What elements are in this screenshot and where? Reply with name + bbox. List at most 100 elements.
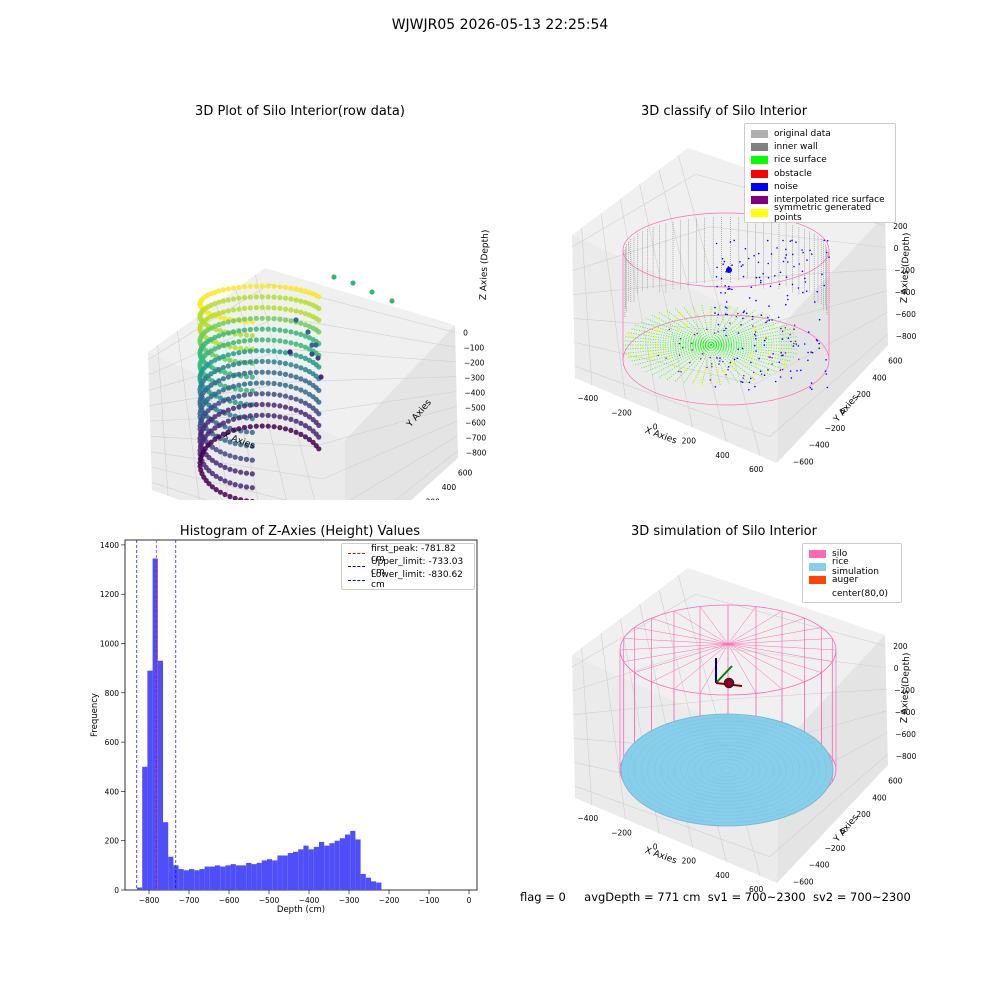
symmetric-point bbox=[723, 371, 725, 373]
interpolated-point bbox=[790, 341, 791, 342]
raw-data-point bbox=[216, 300, 221, 305]
raw-data-point bbox=[288, 406, 293, 411]
legend-swatch bbox=[809, 550, 826, 558]
noise-point bbox=[722, 258, 724, 260]
noise-point bbox=[725, 313, 727, 315]
noise-point bbox=[806, 259, 808, 261]
noise-point bbox=[812, 352, 814, 354]
raw-data-point bbox=[221, 343, 226, 348]
raw-data-point bbox=[288, 395, 293, 400]
symmetric-point bbox=[627, 354, 629, 356]
histogram-bar bbox=[303, 846, 308, 890]
noise-point bbox=[781, 355, 783, 357]
raw-data-point bbox=[254, 424, 259, 429]
raw-data-point bbox=[226, 319, 231, 324]
noise-point bbox=[764, 344, 766, 346]
symmetric-point bbox=[708, 322, 710, 324]
symmetric-point bbox=[664, 351, 666, 353]
symmetric-point bbox=[656, 344, 658, 346]
raw-data-point bbox=[216, 356, 221, 361]
raw-data-point bbox=[248, 338, 253, 343]
noise-point bbox=[785, 257, 787, 259]
raw-data-point bbox=[231, 362, 236, 367]
raw-data-point bbox=[272, 338, 277, 343]
legend-swatch bbox=[751, 196, 768, 204]
panel-2-title: 3D classify of Silo Interior bbox=[504, 104, 944, 119]
noise-point bbox=[725, 306, 727, 308]
symmetric-point bbox=[649, 355, 651, 357]
interpolated-point bbox=[798, 359, 799, 360]
raw-data-point bbox=[242, 392, 247, 397]
raw-data-point bbox=[272, 392, 277, 397]
noise-point bbox=[790, 370, 792, 372]
p1-ztick-label: −100 bbox=[464, 344, 485, 353]
raw-data-point bbox=[294, 386, 299, 391]
noise-point bbox=[775, 381, 777, 383]
raw-data-point bbox=[283, 350, 288, 355]
noise-point bbox=[718, 314, 720, 316]
raw-data-point bbox=[254, 327, 259, 332]
noise-point bbox=[827, 387, 829, 389]
p3-xtick-label: −100 bbox=[419, 896, 440, 905]
legend-label: symmetric generated points bbox=[774, 203, 889, 223]
symmetric-point bbox=[693, 379, 695, 381]
interpolated-point bbox=[770, 356, 771, 357]
raw-data-point bbox=[244, 457, 249, 462]
symmetric-point bbox=[695, 312, 697, 314]
noise-point bbox=[768, 305, 770, 307]
symmetric-point bbox=[690, 311, 692, 313]
interpolated-point bbox=[737, 313, 738, 314]
noise-point bbox=[767, 263, 769, 265]
raw-data-point bbox=[221, 365, 226, 370]
raw-data-point bbox=[242, 338, 247, 343]
histogram-bar bbox=[184, 870, 189, 890]
raw-data-point bbox=[236, 426, 241, 431]
raw-data-point bbox=[254, 391, 259, 396]
noise-point bbox=[737, 358, 739, 360]
noise-point bbox=[750, 362, 752, 364]
raw-data-point bbox=[272, 284, 277, 289]
histogram-bar bbox=[199, 869, 204, 890]
raw-data-point bbox=[266, 413, 271, 418]
symmetric-point bbox=[651, 359, 653, 361]
raw-data-point bbox=[316, 388, 321, 393]
symmetric-point bbox=[784, 365, 786, 367]
raw-data-point bbox=[266, 391, 271, 396]
noise-point bbox=[811, 388, 813, 390]
noise-point bbox=[726, 301, 728, 303]
raw-data-point bbox=[298, 432, 303, 437]
noise-point bbox=[793, 266, 795, 268]
interpolated-point bbox=[665, 358, 666, 359]
raw-data-point bbox=[236, 394, 241, 399]
raw-data-point bbox=[288, 373, 293, 378]
raw-data-point bbox=[283, 285, 288, 290]
noise-point bbox=[818, 343, 820, 345]
symmetric-point bbox=[654, 336, 656, 338]
p2-xtick-label: 600 bbox=[749, 465, 764, 474]
symmetric-point bbox=[720, 380, 722, 382]
noise-point bbox=[768, 277, 770, 279]
symmetric-point bbox=[642, 346, 644, 348]
symmetric-point bbox=[657, 349, 659, 351]
p2-xtick-label: 200 bbox=[682, 437, 697, 446]
histogram-bar bbox=[345, 835, 350, 890]
p4-xtick-label: 400 bbox=[715, 871, 730, 880]
noise-point bbox=[770, 286, 772, 288]
raw-data-point bbox=[254, 402, 259, 407]
histogram-bar bbox=[272, 860, 277, 890]
raw-data-3d-plot: −5000500100015002000−600−400−20002004006… bbox=[0, 120, 500, 500]
histogram-bar bbox=[371, 881, 376, 890]
histogram-bar bbox=[262, 860, 267, 890]
raw-data-point bbox=[316, 400, 321, 405]
symmetric-point bbox=[717, 370, 719, 372]
interpolated-point bbox=[768, 356, 769, 357]
p2-legend-item: noise bbox=[751, 180, 889, 193]
raw-data-point bbox=[236, 285, 241, 290]
raw-data-point bbox=[233, 345, 238, 350]
interpolated-point bbox=[722, 361, 723, 362]
p3-ytick-label: 400 bbox=[105, 787, 120, 796]
noise-point bbox=[799, 263, 801, 265]
raw-data-point bbox=[231, 340, 236, 345]
raw-data-point bbox=[260, 316, 265, 321]
raw-data-point bbox=[250, 430, 255, 435]
